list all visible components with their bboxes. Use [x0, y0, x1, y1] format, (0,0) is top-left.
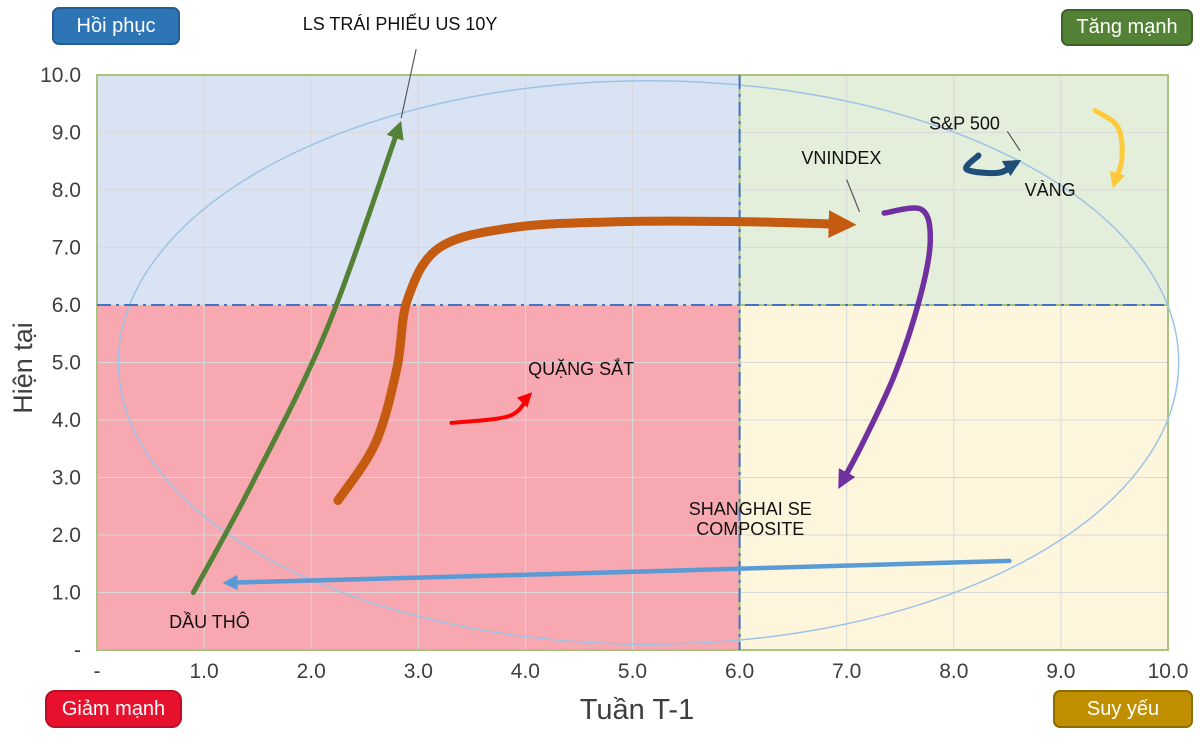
y-tick-label: 2.0 [52, 524, 81, 547]
x-tick-label: 2.0 [297, 660, 326, 683]
y-tick-label: 5.0 [52, 352, 81, 375]
y-tick-label: 3.0 [52, 467, 81, 490]
x-axis-label: Tuần T-1 [579, 694, 695, 726]
series-label: QUẶNG SẮT [528, 358, 634, 379]
series-label: SHANGHAI SE COMPOSITE [689, 499, 812, 539]
series-arrow-6 [1092, 108, 1126, 189]
y-tick-label: 7.0 [52, 237, 81, 260]
x-tick-label: 9.0 [1046, 660, 1075, 683]
x-tick-label: 10.0 [1148, 660, 1189, 683]
plot-border [96, 74, 1169, 651]
y-tick-label: 9.0 [52, 122, 81, 145]
series-arrow-0 [190, 120, 404, 595]
series-arrow-1 [333, 210, 857, 505]
x-tick-label: 7.0 [832, 660, 861, 683]
y-tick-label: 6.0 [52, 294, 81, 317]
label-leader-line [846, 179, 861, 213]
x-tick-label: 5.0 [618, 660, 647, 683]
series-arrow-5 [963, 152, 1022, 177]
y-tick-label: - [74, 639, 81, 662]
series-label: VNINDEX [801, 148, 881, 168]
x-tick-label: 4.0 [511, 660, 540, 683]
y-tick-label: 1.0 [52, 582, 81, 605]
quadrant-badge-strong-up[interactable]: Tăng mạnh [1061, 9, 1193, 46]
series-arrow-3 [449, 392, 533, 425]
momentum-ellipse [117, 80, 1180, 645]
y-tick-label: 8.0 [52, 179, 81, 202]
x-tick-label: 1.0 [189, 660, 218, 683]
y-tick-label: 4.0 [52, 409, 81, 432]
x-tick-label: - [94, 660, 101, 683]
label-leader-line [1006, 131, 1021, 152]
series-label: DẦU THÔ [169, 611, 250, 632]
y-axis-label: Hiện tại [8, 322, 38, 414]
quadrant-badge-recovery[interactable]: Hồi phục [52, 7, 180, 45]
x-tick-label: 3.0 [404, 660, 433, 683]
x-tick-label: 6.0 [725, 660, 754, 683]
quadrant-badge-strong-down[interactable]: Giảm mạnh [45, 690, 182, 728]
series-label: LS TRÁI PHIẾU US 10Y [303, 13, 498, 34]
series-arrow-4 [222, 558, 1012, 591]
quadrant-badge-weakening[interactable]: Suy yếu [1053, 690, 1193, 728]
x-tick-label: 8.0 [939, 660, 968, 683]
y-tick-label: 10.0 [40, 64, 81, 87]
label-leader-line [400, 48, 417, 119]
series-arrow-2 [838, 205, 934, 490]
series-label: VÀNG [1025, 180, 1076, 200]
series-label: S&P 500 [929, 114, 1000, 134]
